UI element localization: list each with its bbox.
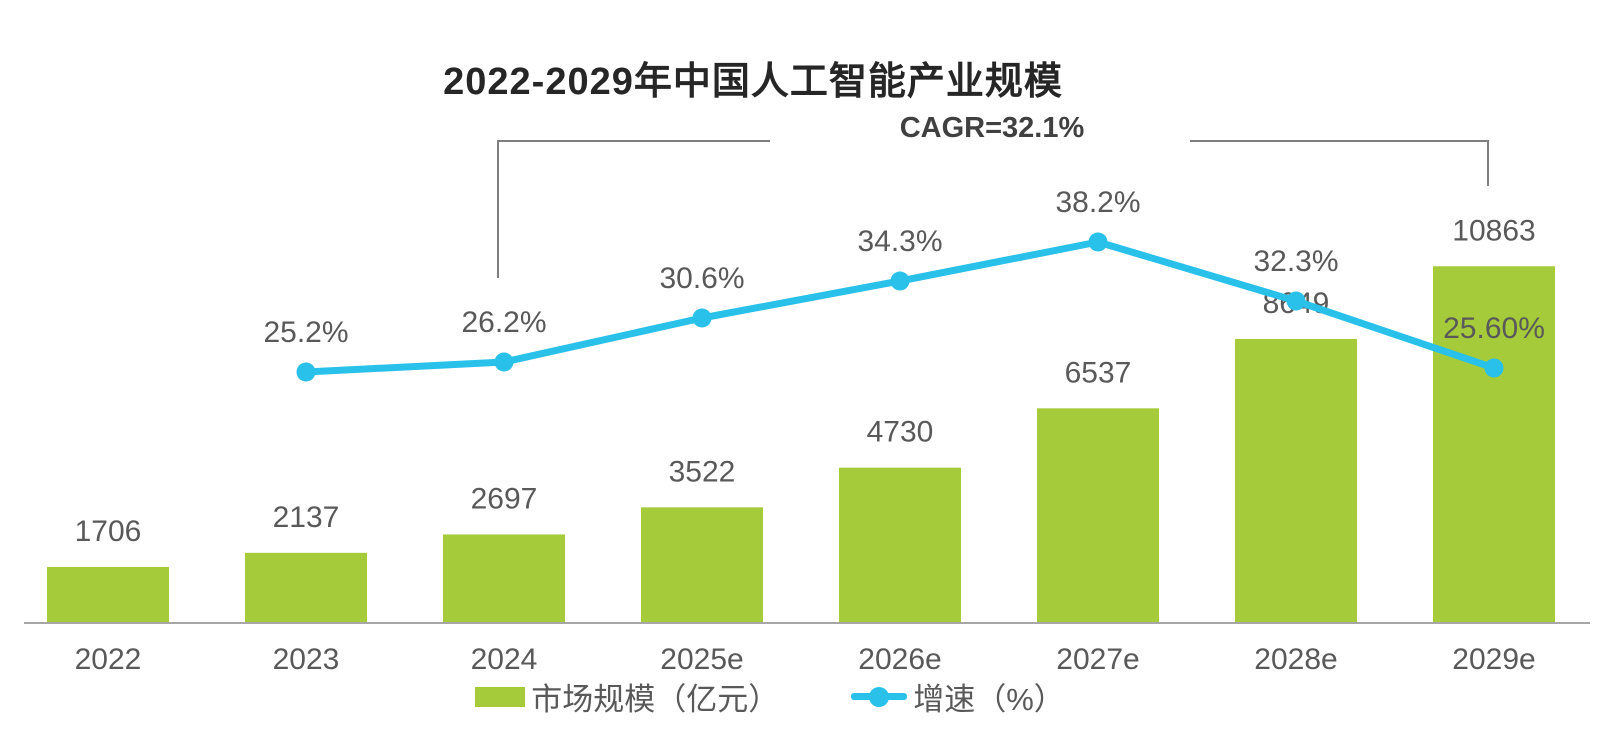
x-tick-2028e: 2028e — [1254, 643, 1337, 676]
x-tick-2025e: 2025e — [660, 643, 743, 676]
growth-point-2027e — [1088, 232, 1108, 252]
bar-value-label-2024: 2697 — [471, 482, 538, 515]
growth-point-2025e — [692, 308, 712, 328]
bar-2027e — [1037, 408, 1159, 623]
legend-item-market-size: 市场规模（亿元） — [475, 674, 779, 719]
legend-label-growth-rate: 增速（%） — [913, 682, 1065, 717]
legend: 市场规模（亿元） 增速（%） — [0, 674, 1540, 719]
bar-swatch-icon — [475, 686, 526, 707]
growth-value-label-2027e: 38.2% — [1055, 186, 1140, 219]
bar-2022 — [47, 566, 169, 623]
growth-value-label-2029e: 25.60% — [1443, 312, 1545, 345]
bar-2025e — [641, 507, 763, 623]
growth-point-2024 — [494, 352, 514, 372]
growth-point-2029e — [1484, 358, 1504, 378]
growth-value-label-2026e: 34.3% — [857, 225, 942, 258]
growth-value-label-2028e: 32.3% — [1253, 245, 1338, 278]
x-tick-2023: 2023 — [273, 643, 340, 676]
cagr-bracket-right — [1190, 140, 1489, 186]
bar-2026e — [839, 467, 961, 623]
x-tick-2022: 2022 — [75, 643, 142, 676]
x-tick-2027e: 2027e — [1056, 643, 1139, 676]
cagr-bracket-left — [497, 140, 770, 278]
bar-2023 — [245, 552, 367, 623]
bar-value-label-2025e: 3522 — [669, 455, 736, 488]
growth-value-label-2025e: 30.6% — [659, 262, 744, 295]
bar-value-label-2022: 1706 — [75, 515, 142, 548]
chart-title: 2022-2029年中国人工智能产业规模 — [443, 61, 1063, 103]
bar-value-label-2029e: 10863 — [1452, 214, 1535, 247]
x-tick-2026e: 2026e — [858, 643, 941, 676]
bar-value-label-2027e: 6537 — [1065, 356, 1132, 389]
growth-point-2028e — [1286, 291, 1306, 311]
bar-value-label-2026e: 4730 — [867, 416, 934, 449]
bar-2029e — [1433, 266, 1555, 623]
legend-item-growth-rate: 增速（%） — [851, 674, 1065, 719]
legend-label-market-size: 市场规模（亿元） — [531, 682, 780, 717]
growth-point-2023 — [296, 362, 316, 382]
growth-value-label-2024: 26.2% — [461, 306, 546, 339]
bar-2024 — [443, 534, 565, 623]
line-swatch-icon — [851, 686, 908, 707]
line-dot-icon — [869, 686, 890, 707]
bar-value-label-2023: 2137 — [273, 501, 340, 534]
x-tick-2029e: 2029e — [1452, 643, 1535, 676]
growth-value-label-2023: 25.2% — [263, 316, 348, 349]
cagr-annotation: CAGR=32.1% — [899, 112, 1085, 144]
growth-point-2026e — [890, 271, 910, 291]
bar-2028e — [1235, 338, 1357, 623]
x-tick-2024: 2024 — [471, 643, 538, 676]
